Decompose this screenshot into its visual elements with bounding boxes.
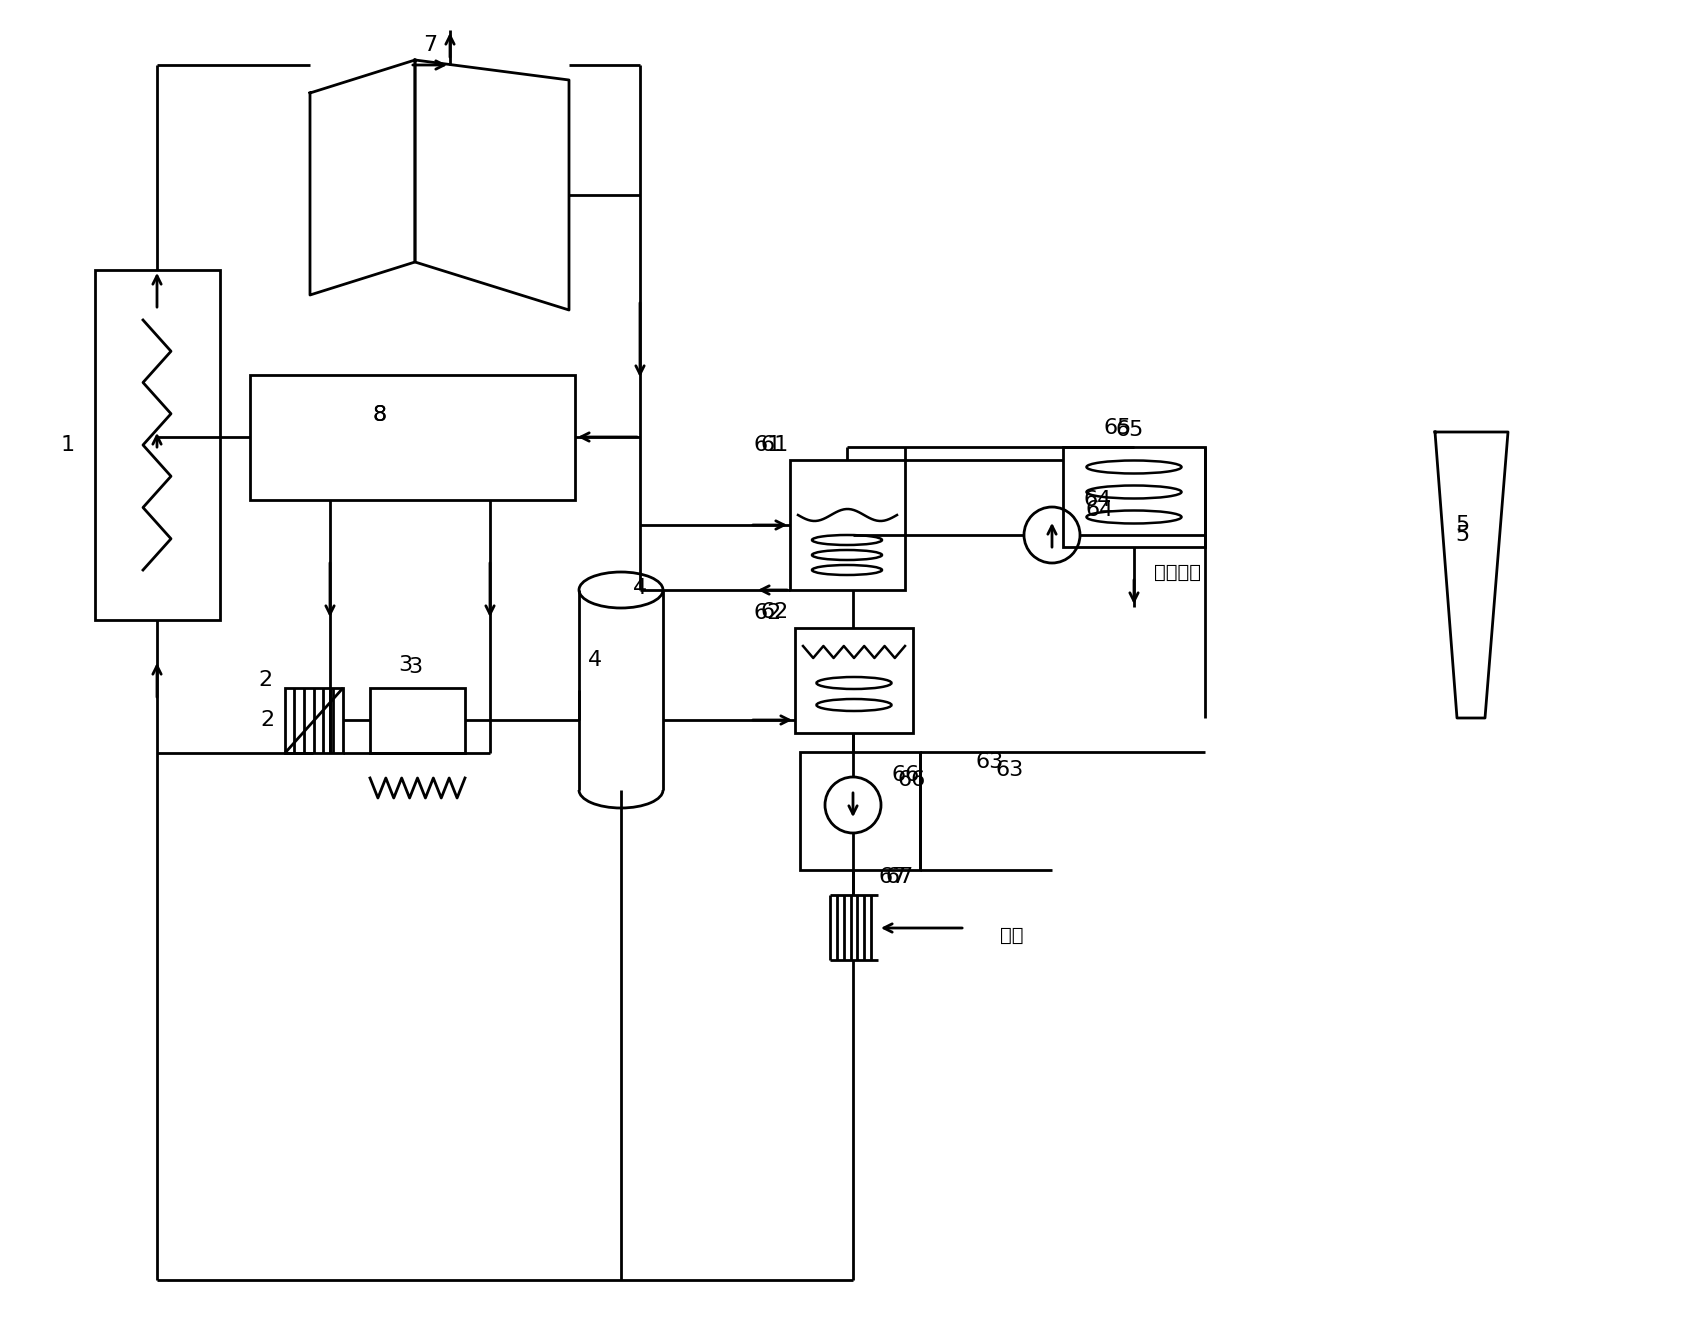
Text: 62: 62 <box>754 603 782 623</box>
Polygon shape <box>1436 432 1509 718</box>
Text: 2: 2 <box>260 710 274 730</box>
Text: 64: 64 <box>1085 500 1114 520</box>
Text: 1: 1 <box>61 435 75 454</box>
Text: 63: 63 <box>976 752 1004 772</box>
Text: 冷却工质: 冷却工质 <box>1153 562 1201 582</box>
Bar <box>250 375 575 500</box>
Text: 65: 65 <box>1116 420 1145 440</box>
Text: 67: 67 <box>879 867 907 888</box>
Bar <box>799 752 920 871</box>
Text: 66: 66 <box>898 770 925 790</box>
Text: 65: 65 <box>1104 417 1133 439</box>
Text: 5: 5 <box>1454 525 1470 545</box>
Text: 8: 8 <box>373 406 388 425</box>
Text: 5: 5 <box>1454 515 1470 535</box>
Text: 62: 62 <box>760 602 789 622</box>
Text: 4: 4 <box>633 578 646 598</box>
Text: 61: 61 <box>760 435 789 454</box>
Text: 空气: 空气 <box>1000 926 1024 944</box>
Text: 61: 61 <box>754 435 782 454</box>
Text: 7: 7 <box>424 36 437 55</box>
Text: 64: 64 <box>1084 490 1112 510</box>
Bar <box>794 628 913 734</box>
Text: 8: 8 <box>373 406 388 425</box>
Bar <box>789 460 905 590</box>
Text: 67: 67 <box>886 867 913 888</box>
Text: 2: 2 <box>259 670 272 690</box>
Bar <box>1063 446 1204 547</box>
Text: 4: 4 <box>589 651 602 670</box>
Bar <box>95 270 219 620</box>
Text: 3: 3 <box>408 657 422 677</box>
Bar <box>371 687 464 753</box>
Bar <box>286 687 344 753</box>
Text: 66: 66 <box>891 765 920 785</box>
Text: 3: 3 <box>398 655 412 676</box>
Text: 63: 63 <box>995 760 1024 780</box>
